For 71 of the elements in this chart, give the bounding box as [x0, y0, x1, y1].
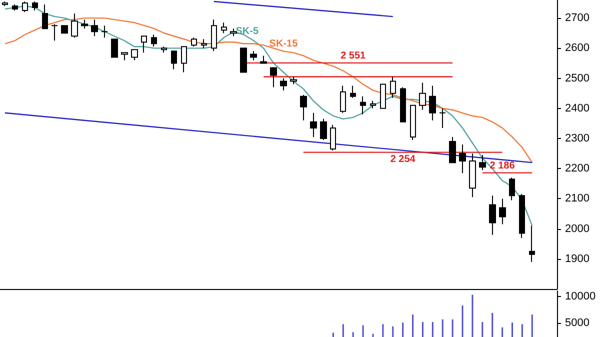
candlestick [390, 76, 396, 98]
candlestick [410, 104, 416, 140]
candlestick [111, 38, 118, 58]
candlestick [529, 225, 535, 262]
candlestick [51, 24, 58, 42]
candlestick [32, 1, 38, 12]
candlestick [61, 25, 68, 34]
y-tick-label: 2400 [565, 102, 590, 114]
candlestick [181, 46, 187, 73]
candlestick [230, 28, 237, 37]
candlestick [71, 13, 78, 38]
candlestick [519, 194, 525, 238]
candlestick [489, 195, 496, 236]
candlestick [101, 25, 108, 38]
candlestick [350, 85, 356, 98]
candlestick [439, 108, 446, 128]
candlestick [270, 67, 277, 88]
candlestick [91, 19, 98, 37]
series-label: 2 186 [490, 160, 516, 172]
candlestick [360, 96, 366, 115]
candlestick [509, 177, 515, 201]
candlestick [330, 124, 336, 152]
candlestick [310, 112, 317, 138]
candlestick [290, 76, 297, 85]
y-tick-label: 2600 [565, 42, 590, 54]
candlestick [131, 49, 138, 61]
y-tick-label: 2000 [565, 222, 590, 235]
candlestick [459, 144, 466, 174]
candlestick [419, 82, 426, 110]
y-tick-label: 5000 [565, 317, 590, 330]
candlestick [191, 37, 197, 48]
y-tick-label: 2500 [565, 72, 590, 84]
candlestick [211, 19, 217, 52]
y-tick-label: 10000 [565, 290, 596, 302]
candlestick [380, 84, 386, 109]
candlestick [429, 85, 436, 121]
candlestick [2, 1, 8, 7]
line-series [4, 5, 533, 226]
candlestick [240, 48, 247, 73]
y-tick-label: 2300 [565, 132, 590, 144]
candlestick [300, 94, 307, 121]
candlestick [81, 19, 88, 30]
candlestick [400, 86, 406, 122]
series-label: 2 551 [340, 50, 366, 62]
candlestick [171, 50, 177, 70]
series-label: SK-15 [269, 38, 298, 50]
candlestick [221, 22, 227, 34]
candlestick [22, 1, 28, 13]
candlestick [370, 100, 376, 109]
candlestick [340, 85, 346, 114]
y-tick-label: 2200 [565, 162, 590, 175]
candlestick [42, 4, 48, 30]
candlestick [161, 46, 167, 54]
candlestick [141, 36, 147, 54]
candlestick [320, 118, 327, 140]
y-tick-label: 2700 [565, 12, 590, 24]
candlestick [280, 78, 287, 91]
line-series [4, 17, 533, 164]
candlestick [12, 4, 18, 12]
series-label: 2 254 [390, 154, 416, 165]
candlestick [499, 198, 506, 225]
y-tick-label: 1900 [565, 252, 590, 265]
y-tick-label: 2100 [565, 192, 590, 205]
candlestick [260, 55, 267, 64]
candlestick [250, 50, 257, 61]
candlestick [449, 136, 456, 164]
candlestick [151, 34, 157, 48]
candlestick [121, 52, 128, 61]
candlestick [201, 38, 207, 49]
candlestick [479, 154, 486, 171]
candlestick [469, 153, 476, 198]
